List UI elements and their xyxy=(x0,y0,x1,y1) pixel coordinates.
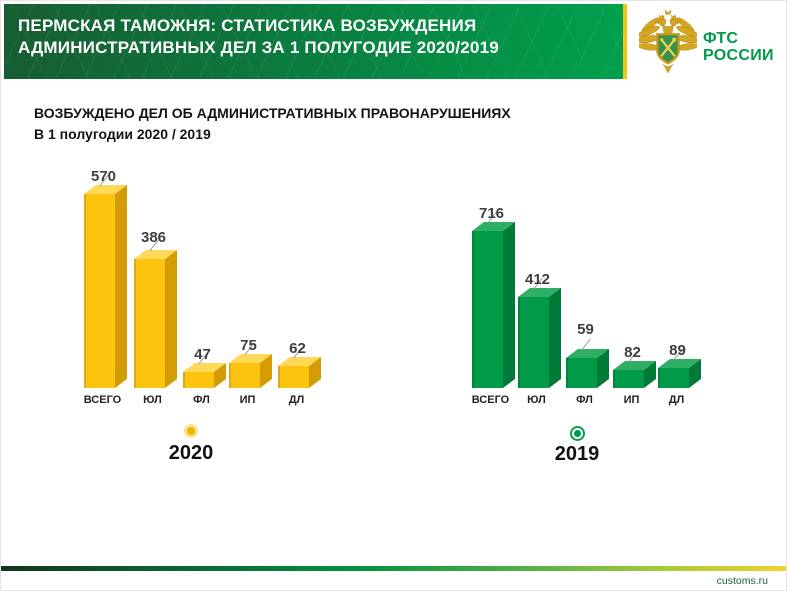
bar-value-ВСЕГО: 716 xyxy=(478,205,505,222)
bar-ЮЛ xyxy=(134,259,165,388)
page-title-line2: АДМИНИСТРАТИВНЫХ ДЕЛ ЗА 1 ПОЛУГОДИЕ 2020… xyxy=(18,38,499,57)
bar-chart-2019: 716 ВСЕГО 412 ЮЛ 59 ФЛ 82 ИП 89 ДЛ xyxy=(472,161,717,411)
bar-ИП xyxy=(613,370,644,388)
fts-logo-line1: ФТС xyxy=(703,30,739,47)
bar-value-ЮЛ: 386 xyxy=(140,229,167,246)
bar-value-ИП: 75 xyxy=(240,337,257,354)
bar-side-face-ВСЕГО xyxy=(115,184,127,388)
bar-category-ВСЕГО: ВСЕГО xyxy=(83,394,122,406)
bar-category-ИП: ИП xyxy=(239,394,256,406)
customs-ru-link[interactable]: customs.ru xyxy=(716,575,768,587)
legend-2019: 2019 xyxy=(546,428,608,466)
bar-category-ФЛ: ФЛ xyxy=(193,394,210,406)
bar-ВСЕГО xyxy=(472,231,503,388)
bar-value-ФЛ: 59 xyxy=(577,321,594,338)
fts-logo: ФТС РОССИИ xyxy=(627,4,785,79)
bar-category-ВСЕГО: ВСЕГО xyxy=(471,394,510,406)
bar-value-ЮЛ: 412 xyxy=(524,271,551,288)
bar-value-ИП: 82 xyxy=(624,344,641,361)
bar-ДЛ xyxy=(278,366,309,388)
bar-category-ЮЛ: ЮЛ xyxy=(143,394,162,406)
legend-dot-yellow-icon xyxy=(184,424,198,438)
bar-ФЛ xyxy=(183,372,214,388)
bar-category-ИП: ИП xyxy=(623,394,640,406)
bar-ДЛ xyxy=(658,368,689,388)
bar-value-ДЛ: 89 xyxy=(669,342,686,359)
bar-ВСЕГО xyxy=(84,194,115,388)
bar-ФЛ xyxy=(566,358,597,388)
bar-category-ДЛ: ДЛ xyxy=(288,394,305,406)
fts-eagle-emblem-icon xyxy=(639,9,697,74)
accent-stripe xyxy=(623,4,627,79)
bar-category-ДЛ: ДЛ xyxy=(668,394,685,406)
bar-ИП xyxy=(229,363,260,388)
footer-gradient-bar xyxy=(1,566,786,571)
fts-logo-line2: РОССИИ xyxy=(703,47,774,64)
bar-ЮЛ xyxy=(518,297,549,388)
page-title-line1: ПЕРМСКАЯ ТАМОЖНЯ: СТАТИСТИКА ВОЗБУЖДЕНИЯ xyxy=(18,16,477,35)
bar-chart-2020: 570 ВСЕГО 386 ЮЛ 47 ФЛ 75 ИП 62 ДЛ xyxy=(84,161,329,411)
bar-category-ФЛ: ФЛ xyxy=(576,394,593,406)
chart-heading-line1: ВОЗБУЖДЕНО ДЕЛ ОБ АДМИНИСТРАТИВНЫХ ПРАВО… xyxy=(34,105,511,121)
chart-heading-line2: В 1 полугодии 2020 / 2019 xyxy=(34,126,211,142)
bar-side-face-ВСЕГО xyxy=(503,221,515,388)
legend-label-2020: 2020 xyxy=(168,442,214,464)
bar-value-ДЛ: 62 xyxy=(289,340,306,357)
legend-2020: 2020 xyxy=(160,424,222,465)
bar-value-ВСЕГО: 570 xyxy=(90,168,117,185)
page-title: ПЕРМСКАЯ ТАМОЖНЯ: СТАТИСТИКА ВОЗБУЖДЕНИЯ… xyxy=(18,15,499,59)
bar-category-ЮЛ: ЮЛ xyxy=(527,394,546,406)
legend-label-2019: 2019 xyxy=(554,443,600,465)
legend-dot-green-icon xyxy=(571,428,583,439)
bar-value-ФЛ: 47 xyxy=(194,346,211,363)
bar-side-face-ЮЛ xyxy=(165,249,177,388)
chart-heading: ВОЗБУЖДЕНО ДЕЛ ОБ АДМИНИСТРАТИВНЫХ ПРАВО… xyxy=(34,103,511,145)
header-banner: ПЕРМСКАЯ ТАМОЖНЯ: СТАТИСТИКА ВОЗБУЖДЕНИЯ… xyxy=(4,4,623,79)
fts-logo-text: ФТС РОССИИ xyxy=(703,30,774,64)
